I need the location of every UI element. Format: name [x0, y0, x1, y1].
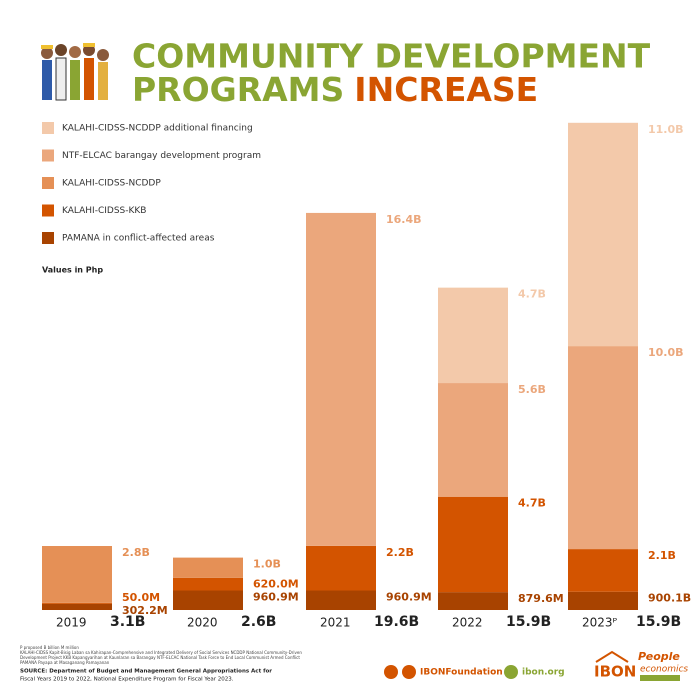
segment-label: 10.0B	[648, 346, 684, 359]
total-label: 15.9B	[636, 614, 681, 630]
people-illustration	[41, 43, 109, 101]
bar-segment	[306, 590, 376, 610]
facebook-icon[interactable]	[384, 665, 398, 679]
fine-print: Development Project KKB Kapangyarihan at…	[20, 655, 300, 660]
segment-label: 11.0B	[648, 123, 684, 136]
bar-segment	[306, 545, 376, 591]
source: SOURCE: Department of Budget and Managem…	[20, 669, 272, 675]
year-label: 2021	[320, 616, 351, 630]
bar-segment	[173, 577, 243, 591]
bar-segment	[568, 591, 638, 610]
total-label: 3.1B	[110, 614, 145, 630]
year-label: 2020	[187, 616, 218, 630]
segment-label: 5.6B	[518, 383, 546, 396]
legend-swatch	[42, 122, 54, 134]
fine-print: PAMANA Payapa at Masaganang Pamayanan	[20, 660, 110, 665]
bar-segment	[306, 212, 376, 546]
website[interactable]: ibon.org	[522, 668, 565, 678]
segment-label: 879.6M	[518, 592, 564, 605]
legend-swatch	[42, 149, 54, 162]
segment-label: 16.4B	[386, 213, 422, 226]
legend-label: KALAHI-CIDSS-KKB	[62, 206, 146, 216]
logo-roof	[595, 650, 629, 663]
bar-segment	[568, 549, 638, 592]
segment-label: 2.2B	[386, 546, 414, 559]
bar-segment	[173, 590, 243, 610]
legend-label: KALAHI-CIDSS-NCDDP additional financing	[62, 124, 253, 134]
legend-label: PAMANA in conflict-affected areas	[62, 234, 215, 244]
bar-segment	[173, 557, 243, 578]
fine-print: KALAHI-CIDSS Kapit-Bisig Laban sa Kahira…	[20, 650, 302, 655]
fine-print: P proposed B billion M million	[20, 645, 79, 650]
legend-swatch	[42, 204, 54, 217]
tagline: economics	[640, 665, 688, 675]
bar-segment	[438, 592, 508, 610]
legend-label: NTF-ELCAC barangay development program	[62, 151, 261, 161]
title-line-2: PROGRAMS INCREASE	[132, 70, 538, 109]
logo: IBON	[594, 663, 636, 681]
segment-label: 302.2M	[122, 604, 168, 617]
source: Fiscal Years 2019 to 2022, National Expe…	[20, 677, 234, 683]
segment-label: 900.1B	[648, 592, 691, 605]
title-line-1: COMMUNITY DEVELOPMENT	[132, 37, 651, 76]
segment-label: 2.1B	[648, 549, 676, 562]
total-label: 2.6B	[241, 614, 276, 630]
segment-label: 620.0M	[253, 577, 299, 590]
bar-segment	[568, 346, 638, 550]
year-label: 2023ᴾ	[582, 616, 618, 630]
segment-label: 960.9M	[253, 590, 299, 603]
legend-swatch	[42, 232, 54, 244]
tagline-bar	[640, 675, 680, 681]
segment-label: 960.9M	[386, 590, 432, 603]
segment-label: 4.7B	[518, 288, 546, 301]
year-label: 2019	[56, 616, 87, 630]
year-label: 2022	[452, 616, 483, 630]
bar-segment	[42, 602, 112, 604]
bar-segment	[42, 603, 112, 610]
bar-segment	[438, 287, 508, 384]
segment-label: 2.8B	[122, 546, 150, 559]
segment-label: 50.0M	[122, 591, 160, 604]
total-label: 15.9B	[506, 614, 551, 630]
twitter-icon[interactable]	[402, 665, 416, 679]
segment-label: 1.0B	[253, 558, 281, 571]
title-part: PROGRAMS	[132, 70, 344, 109]
total-label: 19.6B	[374, 614, 419, 630]
bar-segment	[42, 546, 112, 603]
title-highlight: INCREASE	[354, 70, 538, 109]
tagline: People	[638, 650, 680, 663]
segment-label: 4.7B	[518, 497, 546, 510]
units-note: Values in Php	[42, 266, 103, 275]
web-icon[interactable]	[504, 665, 518, 679]
social-handle[interactable]: IBONFoundation	[420, 668, 503, 678]
legend-label: KALAHI-CIDSS-NCDDP	[62, 179, 161, 189]
legend-swatch	[42, 177, 54, 189]
bar-segment	[568, 122, 638, 347]
footer: P proposed B billion M million KALAHI-CI…	[20, 645, 688, 683]
bar-segment	[438, 496, 508, 593]
bar-segment	[438, 383, 508, 497]
